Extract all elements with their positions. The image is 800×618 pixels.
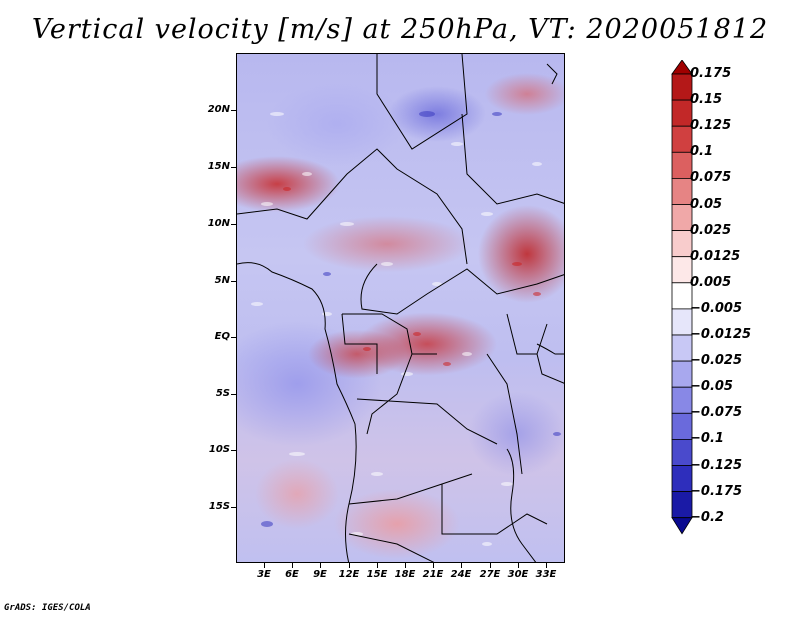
lon-label: 24E	[450, 569, 472, 580]
colorbar-label: −0.1	[690, 431, 724, 447]
lon-label: 30E	[507, 569, 529, 580]
colorbar-label: −0.125	[690, 457, 743, 473]
colorbar-swatch	[671, 386, 693, 414]
colorbar-swatch	[671, 151, 693, 179]
lon-tick	[349, 563, 350, 568]
colorbar-swatch	[671, 282, 693, 310]
colorbar-swatch	[671, 125, 693, 153]
colorbar-label: 0.15	[690, 92, 723, 108]
colorbar-label: 0.075	[690, 170, 732, 186]
lon-tick	[518, 563, 519, 568]
lat-label: 10N	[207, 218, 230, 229]
colorbar-swatch	[671, 360, 693, 388]
lat-label: 10S	[208, 444, 230, 455]
lon-tick	[433, 563, 434, 568]
lat-label: EQ	[214, 331, 230, 342]
lon-tick	[320, 563, 321, 568]
colorbar-swatch	[671, 412, 693, 440]
colorbar-swatch	[671, 438, 693, 466]
lon-label: 15E	[366, 569, 388, 580]
colorbar-swatch	[671, 491, 693, 519]
colorbar-swatch	[671, 204, 693, 232]
colorbar-swatch	[671, 60, 693, 75]
lat-tick	[231, 394, 236, 395]
colorbar-swatch	[671, 178, 693, 205]
colorbar	[671, 60, 693, 535]
lon-tick	[490, 563, 491, 568]
lon-tick	[377, 563, 378, 568]
lon-label: 21E	[422, 569, 444, 580]
velocity-map	[236, 53, 565, 563]
colorbar-label: −0.2	[690, 509, 724, 525]
colorbar-label: −0.005	[690, 300, 743, 316]
colorbar-swatch	[671, 256, 693, 284]
lon-tick	[461, 563, 462, 568]
lat-label: 5S	[215, 388, 230, 399]
colorbar-swatch	[671, 517, 693, 535]
colorbar-label: −0.075	[690, 405, 743, 421]
colorbar-label: 0.0125	[690, 248, 741, 264]
colorbar-swatch	[671, 465, 693, 493]
lon-tick	[546, 563, 547, 568]
colorbar-swatch	[671, 308, 693, 336]
lat-label: 20N	[207, 104, 230, 115]
lon-label: 27E	[479, 569, 501, 580]
lon-label: 6E	[285, 569, 299, 580]
lat-tick	[231, 224, 236, 225]
lat-tick	[231, 450, 236, 451]
lon-label: 3E	[257, 569, 271, 580]
lon-label: 12E	[338, 569, 360, 580]
lon-tick	[405, 563, 406, 568]
colorbar-swatch	[671, 73, 693, 101]
colorbar-label: 0.1	[690, 144, 714, 160]
map-title: Vertical velocity [m/s] at 250hPa, VT: 2…	[31, 14, 769, 45]
lon-tick	[292, 563, 293, 568]
colorbar-label: 0.005	[690, 274, 732, 290]
lat-label: 5N	[214, 275, 230, 286]
colorbar-label: −0.175	[690, 483, 743, 499]
colorbar-label: 0.05	[690, 196, 723, 212]
colorbar-label: 0.125	[690, 118, 732, 134]
footer-credit: GrADS: IGES/COLA	[4, 603, 91, 613]
colorbar-swatch	[671, 334, 693, 362]
lat-tick	[231, 167, 236, 168]
lon-label: 9E	[313, 569, 327, 580]
lat-tick	[231, 507, 236, 508]
colorbar-label: 0.175	[690, 66, 732, 81]
lat-tick	[231, 337, 236, 338]
lon-label: 18E	[394, 569, 416, 580]
lat-tick	[231, 110, 236, 111]
colorbar-label: 0.025	[690, 222, 732, 238]
lat-label: 15N	[207, 161, 230, 172]
colorbar-label: −0.0125	[690, 327, 752, 342]
lat-label: 15S	[208, 501, 230, 512]
colorbar-swatch	[671, 230, 693, 258]
colorbar-label: −0.025	[690, 353, 743, 369]
colorbar-label: −0.05	[690, 379, 733, 395]
lon-label: 33E	[535, 569, 557, 580]
lat-tick	[231, 281, 236, 282]
colorbar-swatch	[671, 99, 693, 127]
map-overlay	[237, 54, 564, 562]
lon-tick	[264, 563, 265, 568]
